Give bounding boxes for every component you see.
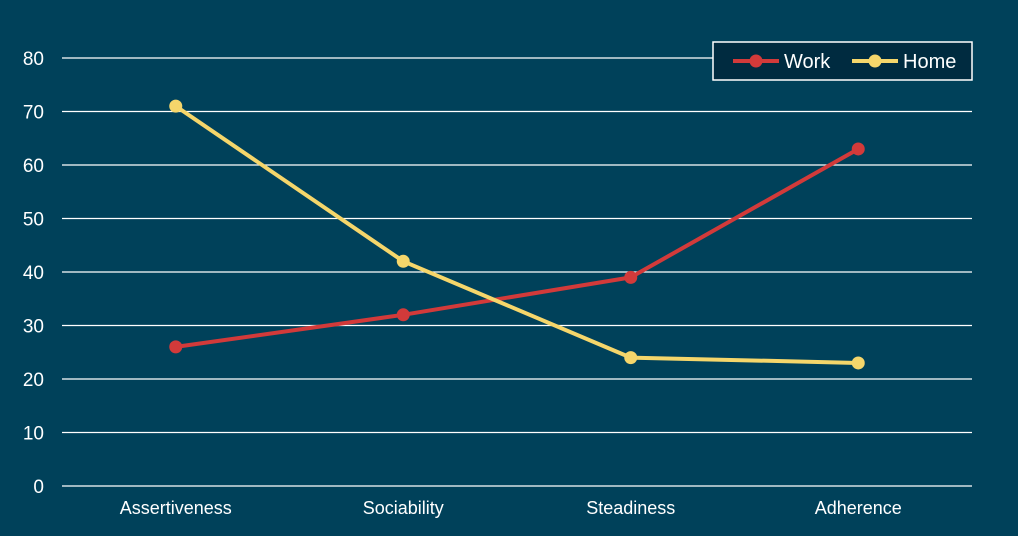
legend-box bbox=[712, 41, 973, 81]
x-axis-category-labels: Assertiveness Sociability Steadiness Adhere… bbox=[120, 498, 902, 518]
y-tick-label: 10 bbox=[23, 424, 44, 445]
data-point bbox=[851, 356, 865, 370]
y-tick-label: 30 bbox=[23, 317, 44, 338]
legend-items: Work Home bbox=[733, 51, 956, 73]
series-work bbox=[169, 142, 865, 354]
data-point bbox=[169, 340, 183, 354]
series-lines bbox=[169, 99, 865, 370]
y-tick-label: 20 bbox=[23, 370, 44, 391]
y-axis-tick-labels: 0 10 20 30 40 50 60 70 80 bbox=[23, 49, 44, 498]
data-point bbox=[396, 254, 410, 268]
data-point bbox=[624, 270, 638, 284]
y-tick-label: 0 bbox=[33, 477, 44, 498]
legend-swatch-marker bbox=[749, 54, 763, 68]
series-home bbox=[169, 99, 865, 370]
data-point bbox=[396, 308, 410, 322]
x-category-label: Assertiveness bbox=[120, 498, 232, 518]
x-category-label: Adherence bbox=[815, 498, 902, 518]
legend: Work Home bbox=[712, 41, 973, 81]
y-tick-label: 40 bbox=[23, 263, 44, 284]
y-tick-label: 50 bbox=[23, 210, 44, 231]
y-tick-label: 60 bbox=[23, 156, 44, 177]
y-tick-label: 80 bbox=[23, 49, 44, 70]
legend-item: Home bbox=[852, 51, 956, 73]
series-line bbox=[173, 146, 861, 349]
legend-label: Home bbox=[903, 51, 956, 73]
data-point bbox=[169, 99, 183, 113]
series-line bbox=[173, 104, 861, 365]
x-category-label: Sociability bbox=[363, 498, 444, 518]
y-tick-label: 70 bbox=[23, 103, 44, 124]
data-point bbox=[851, 142, 865, 156]
x-category-label: Steadiness bbox=[586, 498, 675, 518]
legend-swatch-marker bbox=[868, 54, 882, 68]
gridlines bbox=[62, 57, 972, 487]
data-point bbox=[624, 351, 638, 365]
legend-item: Work bbox=[733, 51, 831, 73]
legend-label: Work bbox=[784, 51, 831, 73]
